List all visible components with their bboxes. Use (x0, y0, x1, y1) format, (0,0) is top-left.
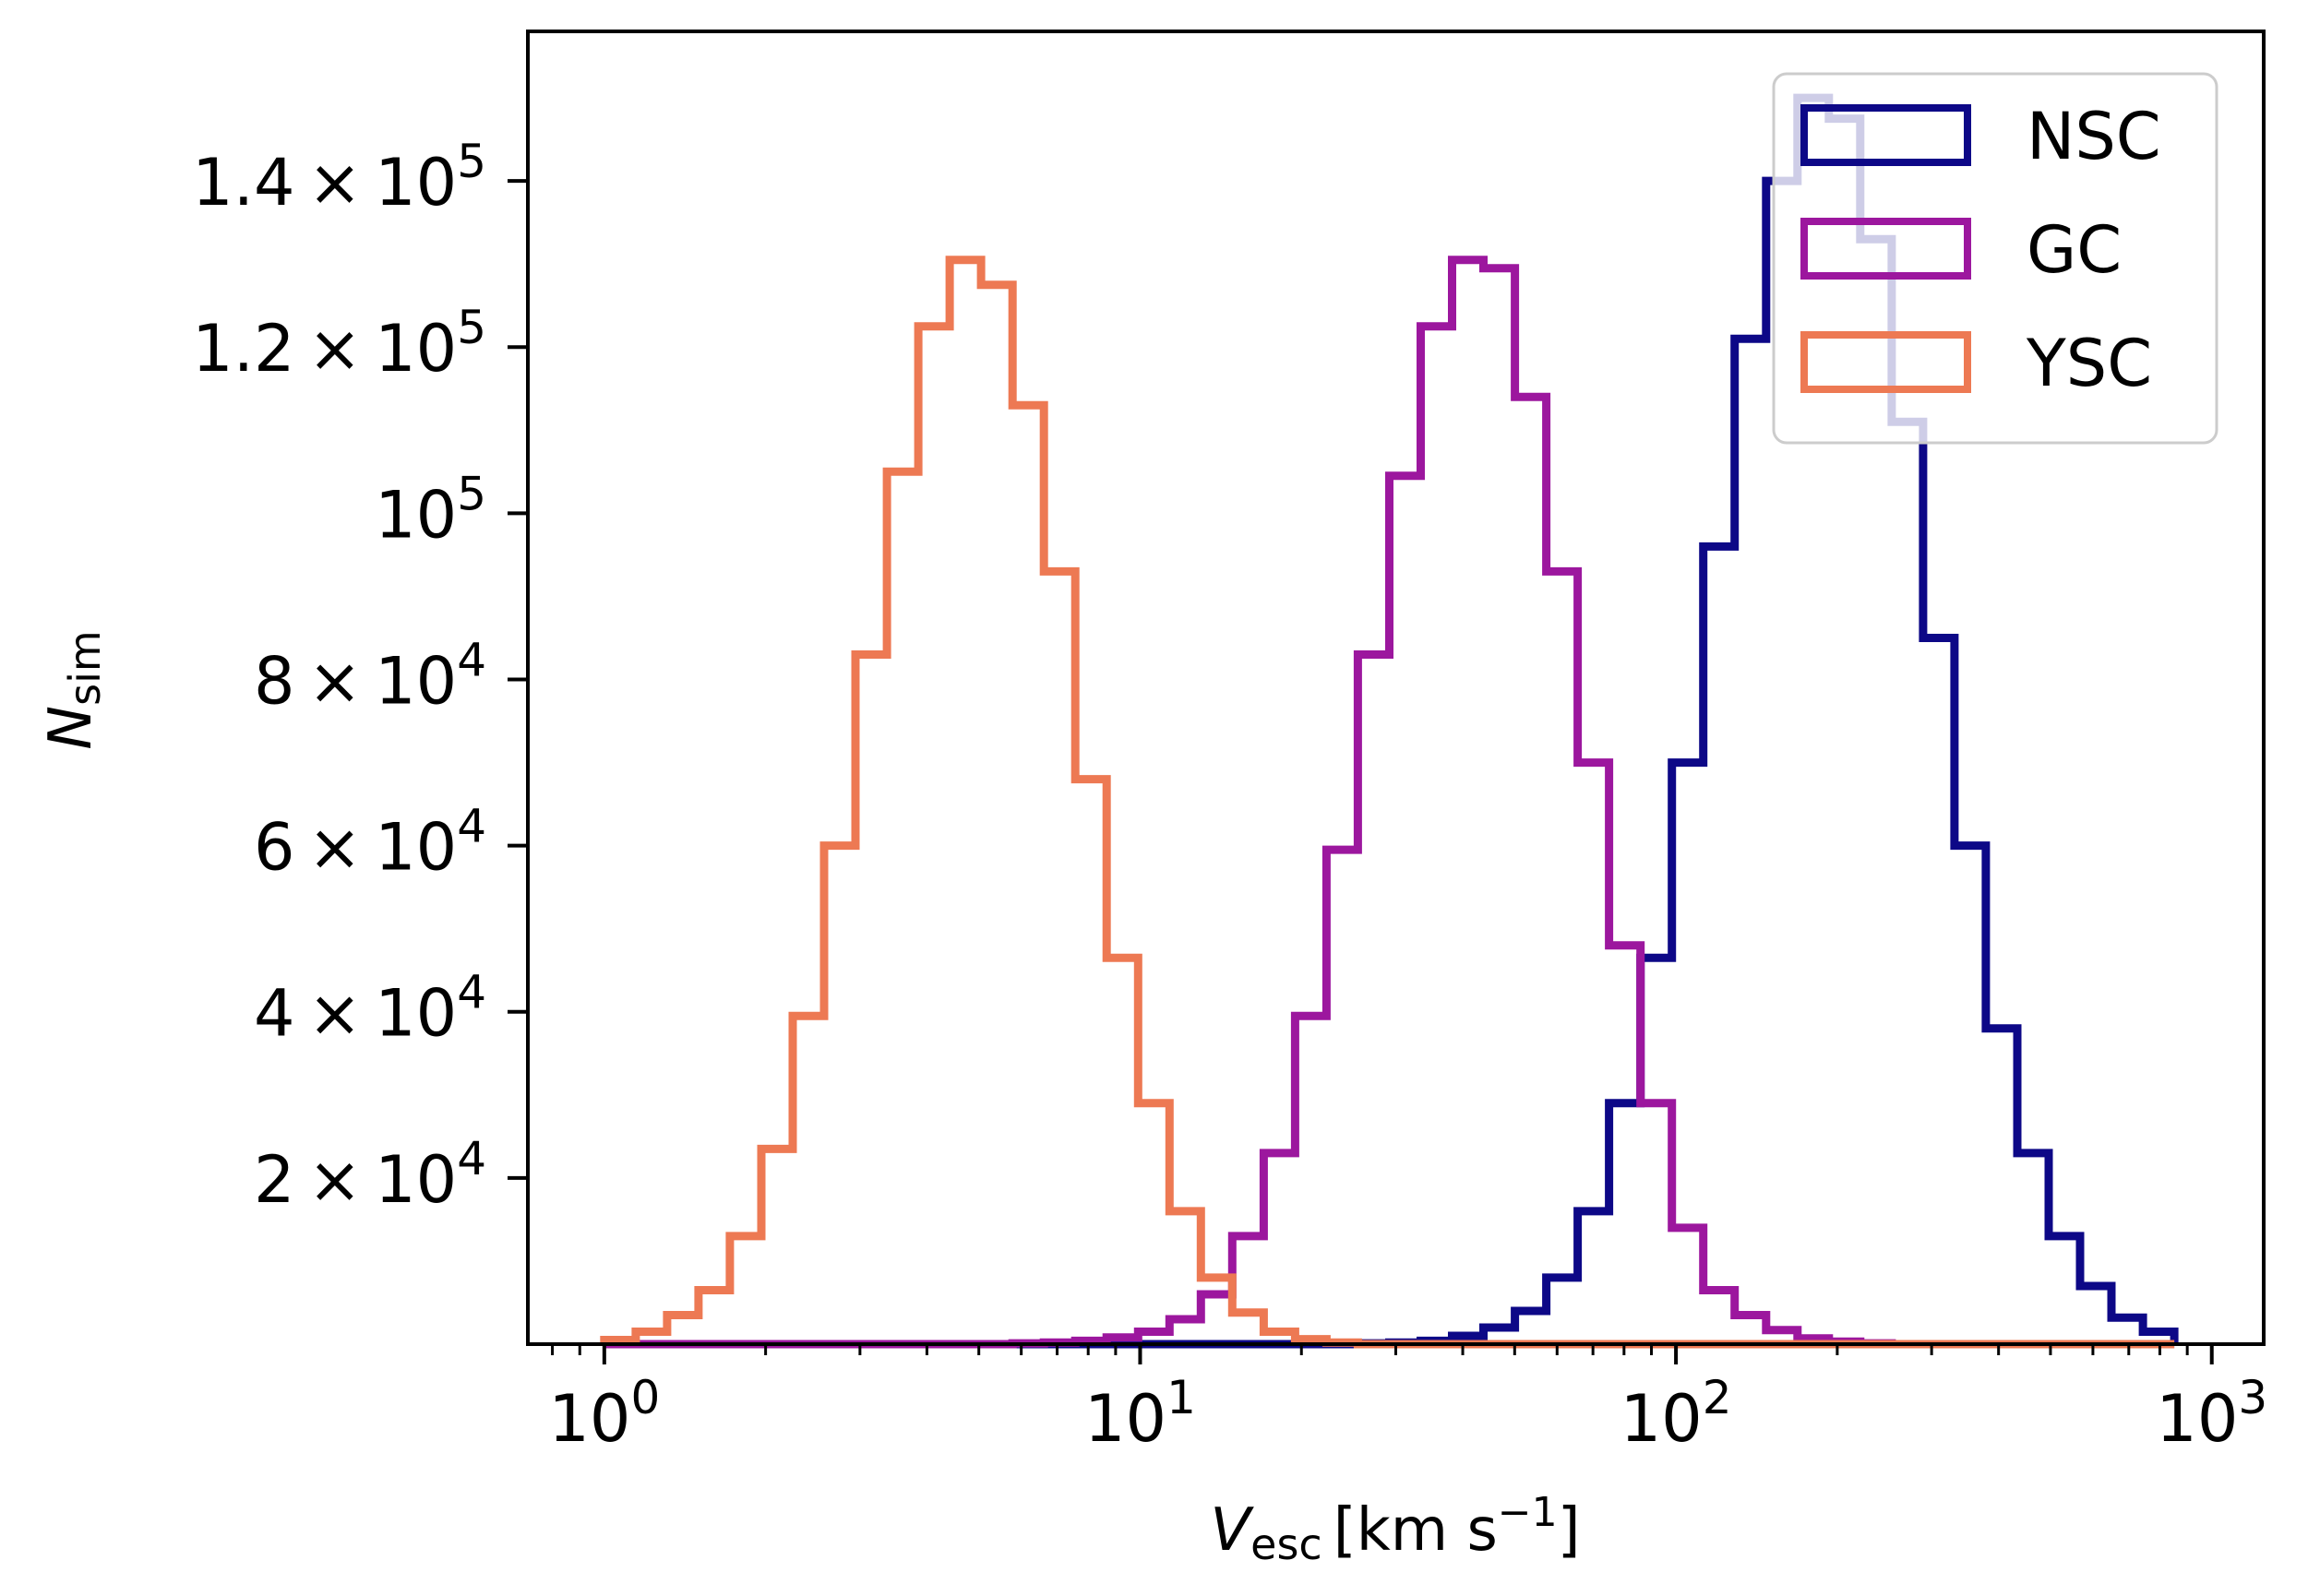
x-tick-label: 100 (548, 1371, 660, 1457)
y-tick-label: 6 × 104 (254, 800, 486, 886)
legend-swatch-ysc (1800, 331, 1971, 393)
y-tick-label: 1.2 × 105 (192, 301, 486, 387)
x-tick-label: 103 (2156, 1371, 2267, 1457)
x-axis-label: Vesc [km s−1] (1210, 1489, 1580, 1569)
legend-swatch-gc (1800, 218, 1971, 280)
x-tick-label: 102 (1620, 1371, 1732, 1457)
legend-label-ysc: YSC (2026, 326, 2152, 401)
x-tick-label: 101 (1084, 1371, 1196, 1457)
y-axis-ticks: 2 × 104 4 × 104 6 × 104 8 × 104 105 1.2 × 105… (192, 135, 528, 1218)
y-tick-label: 2 × 104 (254, 1132, 486, 1218)
legend: NSC GC YSC (1772, 72, 2218, 445)
legend-label-nsc: NSC (2027, 99, 2161, 174)
y-axis-label: Nsim (37, 630, 110, 749)
y-tick-label: 105 (375, 467, 486, 553)
y-tick-label: 1.4 × 105 (192, 135, 486, 220)
legend-swatch-nsc (1800, 104, 1971, 166)
y-tick-label: 8 × 104 (254, 633, 486, 719)
legend-label-gc: GC (2027, 212, 2122, 288)
x-axis-ticks: 100 101 102 103 (548, 1344, 2267, 1457)
y-tick-label: 4 × 104 (254, 966, 486, 1052)
